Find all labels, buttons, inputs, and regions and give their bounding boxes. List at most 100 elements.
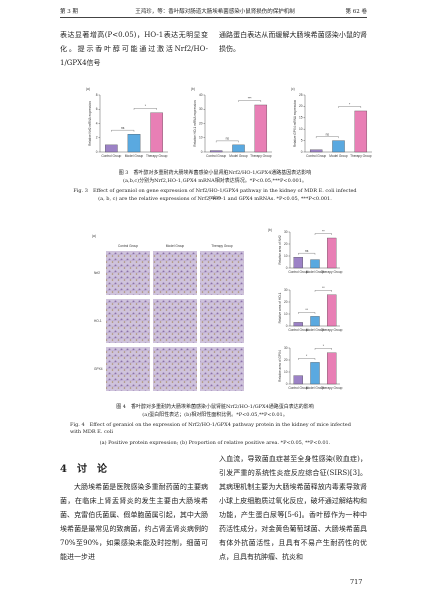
significance-label: * xyxy=(306,354,308,358)
y-axis-label: Relative area of GPX4 xyxy=(278,350,282,382)
x-tick-label: Model Group xyxy=(306,386,325,390)
tissue-image xyxy=(106,251,150,295)
y-tick-label: 30 xyxy=(284,230,288,234)
y-tick-label: 30 xyxy=(284,288,288,292)
significance-label: ** xyxy=(322,229,325,233)
x-tick-label: Model Group xyxy=(125,154,144,158)
x-tick-label: Model Group xyxy=(229,154,248,158)
y-tick-label: 0 xyxy=(201,150,203,154)
caption: (a)蛋白阳性表达；(b)相对阳性面积比例。*P<0.05,**P<0.01。 xyxy=(142,412,288,418)
bar xyxy=(354,110,368,153)
y-tick-label: 30 xyxy=(284,346,288,350)
bar xyxy=(293,375,303,385)
y-tick-label: 0 xyxy=(96,150,98,154)
bar xyxy=(254,104,268,153)
bar xyxy=(310,259,320,269)
significance-bracket xyxy=(314,233,332,235)
x-tick-label: Therapy Group xyxy=(250,154,272,158)
tissue-image xyxy=(200,347,244,391)
y-tick-label: 40 xyxy=(199,93,203,97)
significance-label: * xyxy=(323,344,325,348)
y-tick-label: 20 xyxy=(284,300,288,304)
y-tick-label: 20 xyxy=(199,121,203,125)
y-tick-label: 20 xyxy=(284,358,288,362)
row-label: HO-1 xyxy=(94,319,102,323)
y-tick-label: 10 xyxy=(284,370,288,374)
x-tick-label: Control Group xyxy=(206,154,226,158)
caption: Fig. 3 Effect of geraniol on gene expres… xyxy=(73,188,357,201)
y-tick-label: 0 xyxy=(286,266,288,270)
y-tick-label: 0 xyxy=(286,324,288,328)
header-left: 第 3 期 xyxy=(60,9,78,15)
bar xyxy=(232,144,245,153)
bar xyxy=(332,140,345,153)
tissue-image xyxy=(153,251,197,295)
x-tick-label: Model Group xyxy=(306,328,325,332)
page-number: 717 xyxy=(350,578,363,586)
y-tick-label: 5 xyxy=(301,138,303,142)
column-label: Model Group xyxy=(166,244,185,248)
x-tick-label: Control Group xyxy=(101,154,121,158)
significance-bracket xyxy=(314,290,332,292)
y-tick-label: 4 xyxy=(96,121,98,125)
x-tick-label: Therapy Group xyxy=(350,154,372,158)
bar xyxy=(327,237,337,269)
significance-label: * xyxy=(349,102,351,106)
paragraph: 大肠埃希菌是医院感染多重耐药菌的主要病菌，在临床上肾盂肾炎的发生主要由大肠埃希菌… xyxy=(60,483,208,561)
panel-label: (b) xyxy=(191,87,195,91)
y-tick-label: 0 xyxy=(301,150,303,154)
row-label: Nrf2 xyxy=(94,271,100,275)
column-label: Control Group xyxy=(118,244,138,248)
x-tick-label: Control Group xyxy=(288,270,308,274)
caption: 图 4 香叶醇对多重耐药大肠埃希菌感染小鼠肾脏Nrf2/HO-1/GPX4通路蛋… xyxy=(116,404,314,410)
tissue-image xyxy=(153,347,197,391)
significance-bracket xyxy=(238,100,261,102)
x-tick-label: Therapy Group xyxy=(321,386,343,390)
section-title: 4 讨 论 xyxy=(60,464,107,475)
y-tick-label: 10 xyxy=(299,127,303,131)
bar xyxy=(293,322,303,327)
x-tick-label: Model Group xyxy=(306,270,325,274)
significance-bracket xyxy=(216,140,239,143)
bar xyxy=(310,316,320,327)
caption: Fig. 4 Effect of geraniol on the express… xyxy=(70,422,351,435)
y-tick-label: 8 xyxy=(96,93,98,97)
significance-label: ns xyxy=(226,137,230,141)
bar xyxy=(150,112,163,153)
y-axis-label: Relative Nrf2 mRNA expression xyxy=(88,101,92,146)
significance-bracket xyxy=(298,312,316,314)
bar xyxy=(327,352,337,385)
significance-label: ** xyxy=(305,308,308,312)
paragraph: 入血流，导致菌血症甚至全身性感染(败血症)，引发严重的系统性炎症反应综合征(SI… xyxy=(219,455,367,561)
caption: 图 3 香叶醇对多重耐药大肠埃希菌感染小鼠肾脏Nrf2/HO-1/GPX4通路基… xyxy=(118,170,312,176)
header-rule xyxy=(60,17,367,18)
panel-label: (c) xyxy=(291,87,295,91)
significance-label: ns xyxy=(121,126,125,130)
tissue-image xyxy=(106,299,150,343)
x-tick-label: Control Group xyxy=(288,328,308,332)
y-tick-label: 0 xyxy=(286,382,288,386)
bar xyxy=(127,134,141,153)
tissue-image xyxy=(153,299,197,343)
y-axis-label: Relative area of HO-1 xyxy=(278,292,282,323)
x-tick-label: Therapy Group xyxy=(146,154,168,158)
significance-bracket xyxy=(338,106,361,108)
header-right: 第 62 卷 xyxy=(345,9,368,15)
column-label: Therapy Group xyxy=(211,244,233,248)
bar xyxy=(209,150,223,153)
y-axis-label: Relative area of Nrf2 xyxy=(278,235,282,264)
significance-label: ns xyxy=(326,132,330,136)
significance-label: ns xyxy=(305,249,309,253)
x-tick-label: Therapy Group xyxy=(321,328,343,332)
x-tick-label: Control Group xyxy=(288,386,308,390)
y-tick-label: 20 xyxy=(284,242,288,246)
caption: (a, b, c) are the relative expressions o… xyxy=(98,196,332,202)
y-tick-label: 6 xyxy=(96,107,98,111)
tissue-image xyxy=(200,299,244,343)
y-tick-label: 10 xyxy=(284,312,288,316)
row-label: GPX4 xyxy=(94,367,103,371)
significance-bracket xyxy=(298,253,316,255)
panel-label: (a) xyxy=(86,87,90,91)
